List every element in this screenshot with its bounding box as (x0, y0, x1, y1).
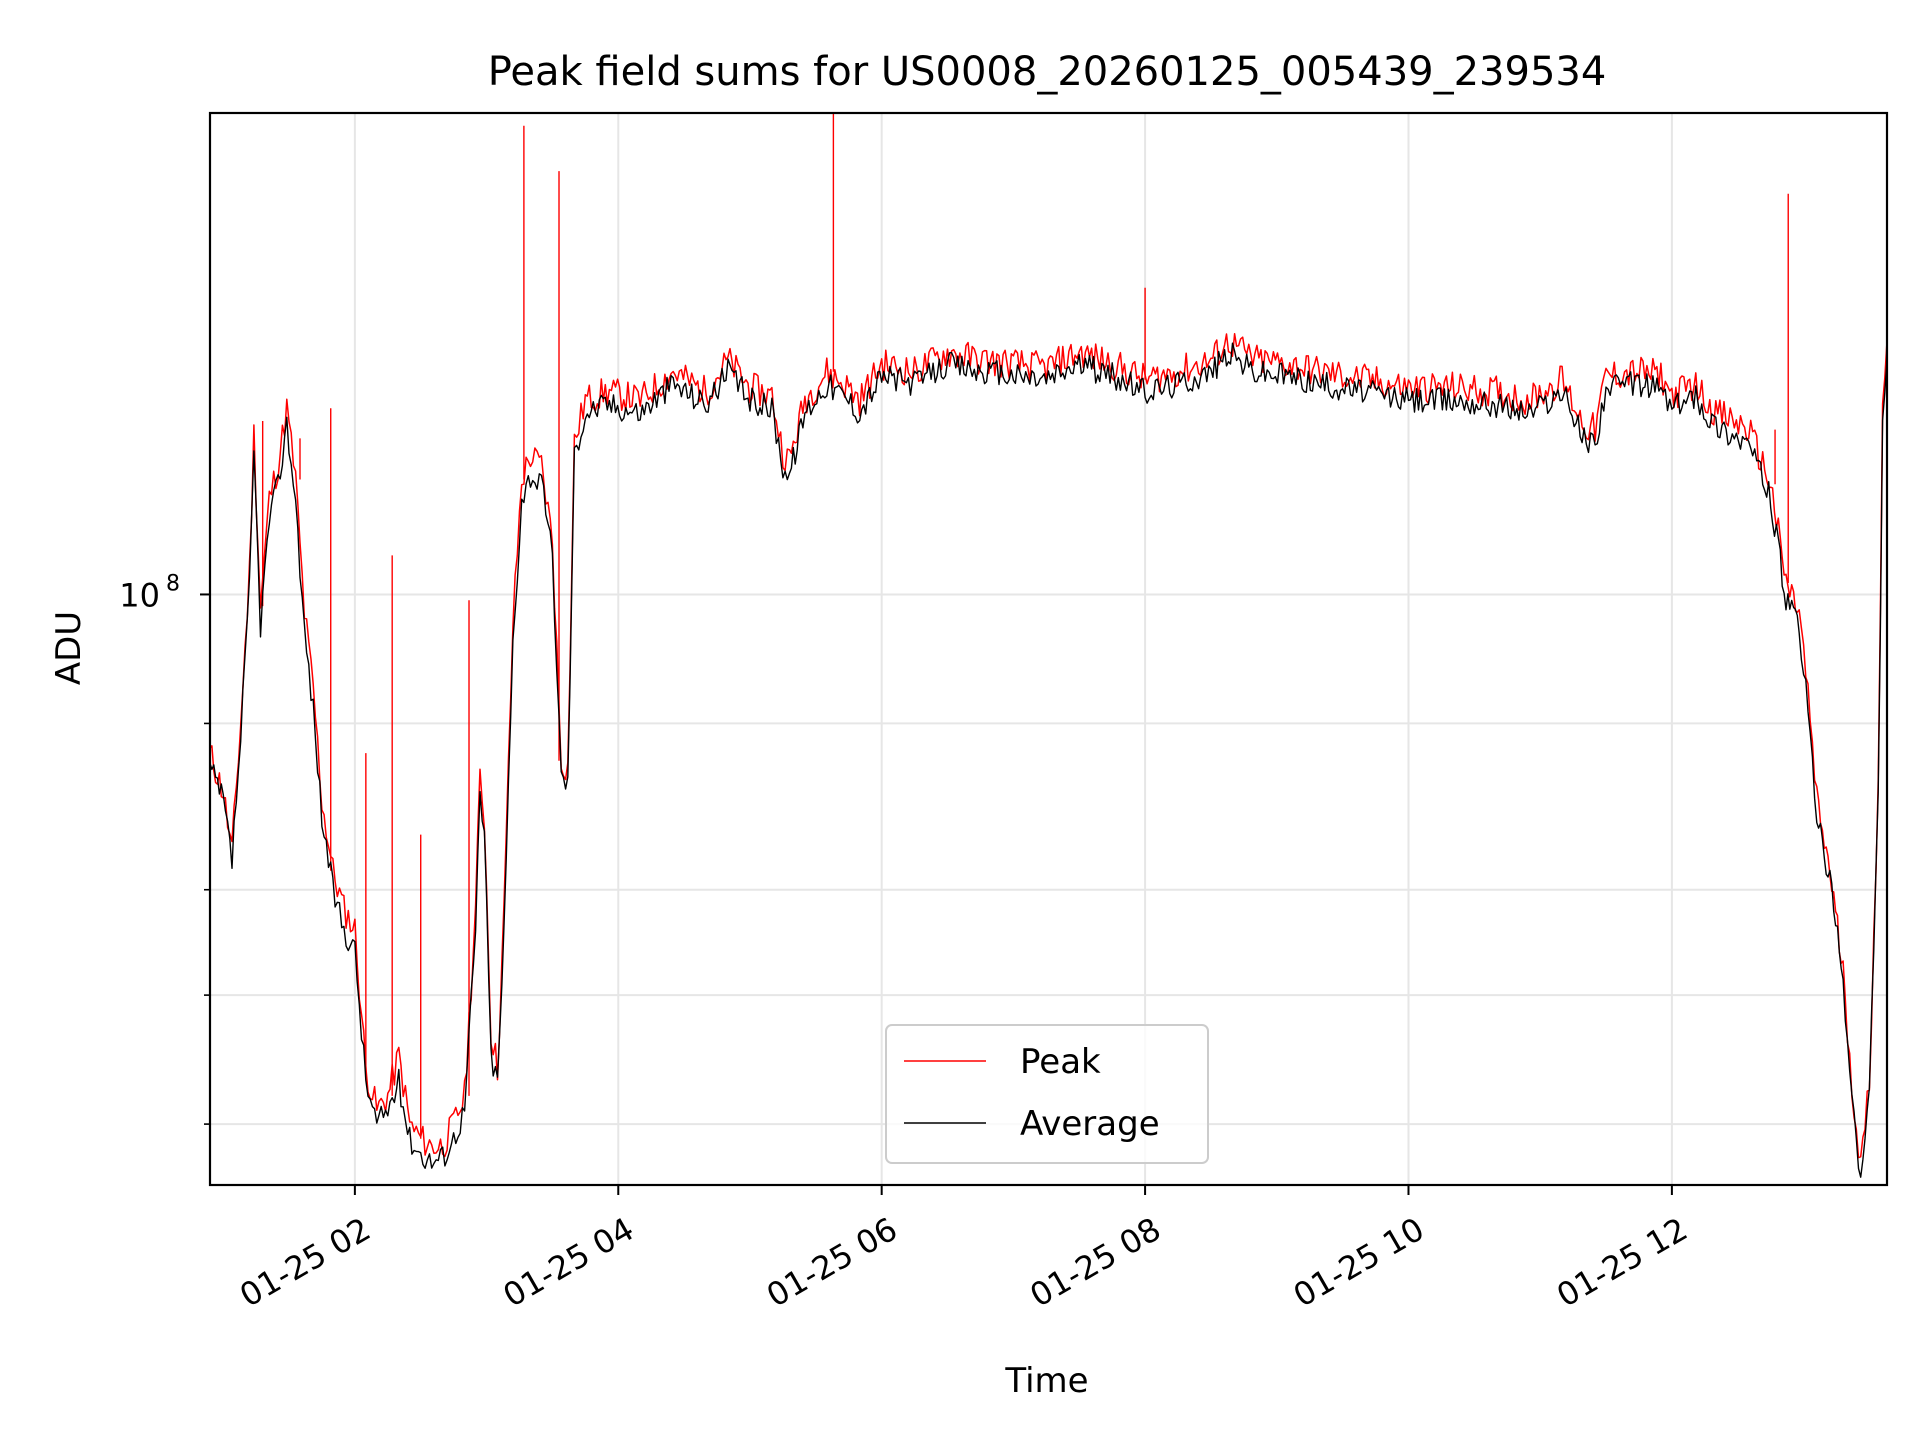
legend-label-peak: Peak (1020, 1042, 1101, 1082)
y-tick-label-exponent: 8 (166, 571, 180, 596)
legend-box (885, 1024, 1209, 1164)
y-tick-label: 10 (119, 576, 160, 614)
plot-frame (208, 111, 1889, 1187)
series-layer (209, 113, 1888, 1178)
y-axis-label: ADU (49, 611, 89, 685)
grid-layer (210, 113, 1887, 1185)
series-line-peak (209, 332, 1888, 1159)
series-line-average (209, 342, 1888, 1178)
legend-label-average: Average (1020, 1104, 1160, 1144)
x-axis-label: Time (1004, 1361, 1088, 1401)
chart-title: Peak field sums for US0008_20260125_0054… (488, 49, 1607, 95)
legend: Peak Average (885, 1024, 1209, 1164)
